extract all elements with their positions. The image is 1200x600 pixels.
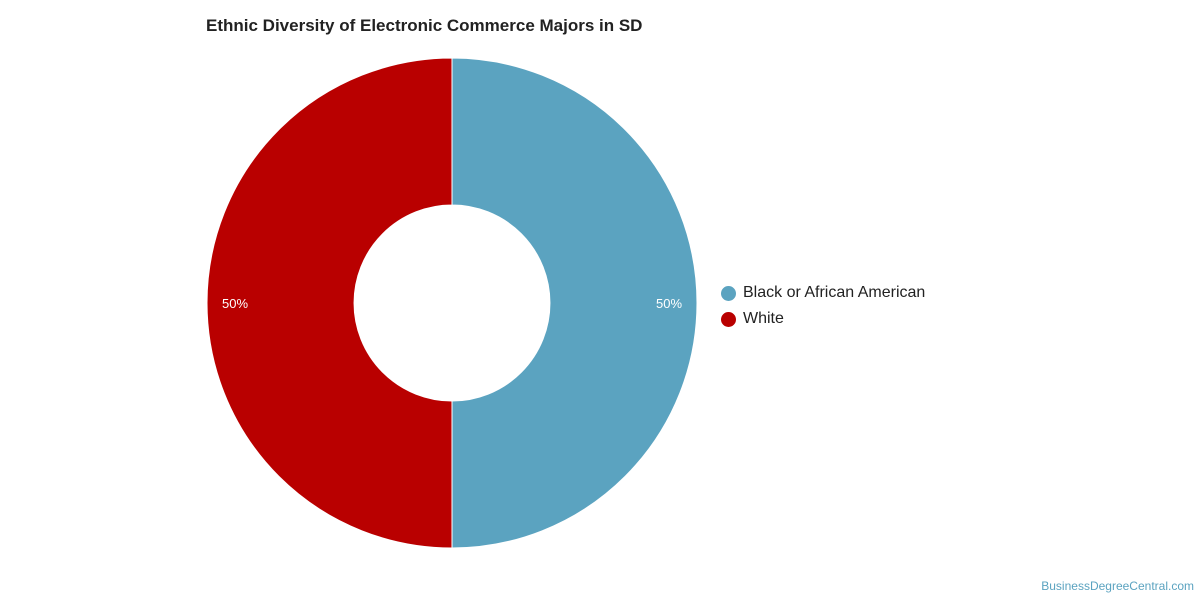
legend-item-1[interactable]: White xyxy=(721,306,925,332)
donut-slice-1[interactable] xyxy=(206,57,453,549)
chart-title: Ethnic Diversity of Electronic Commerce … xyxy=(206,16,643,35)
legend-swatch xyxy=(721,311,736,327)
legend-label: White xyxy=(743,310,784,327)
chart-legend: Black or African American White xyxy=(721,280,925,332)
slice-value-label: 50% xyxy=(656,296,682,311)
legend-swatch xyxy=(721,285,736,301)
source-watermark-link[interactable]: BusinessDegreeCentral.com xyxy=(1041,579,1194,593)
legend-item-0[interactable]: Black or African American xyxy=(721,280,925,306)
slice-value-label: 50% xyxy=(222,296,248,311)
legend-label: Black or African American xyxy=(743,284,926,301)
donut-slice-0[interactable] xyxy=(451,57,698,549)
